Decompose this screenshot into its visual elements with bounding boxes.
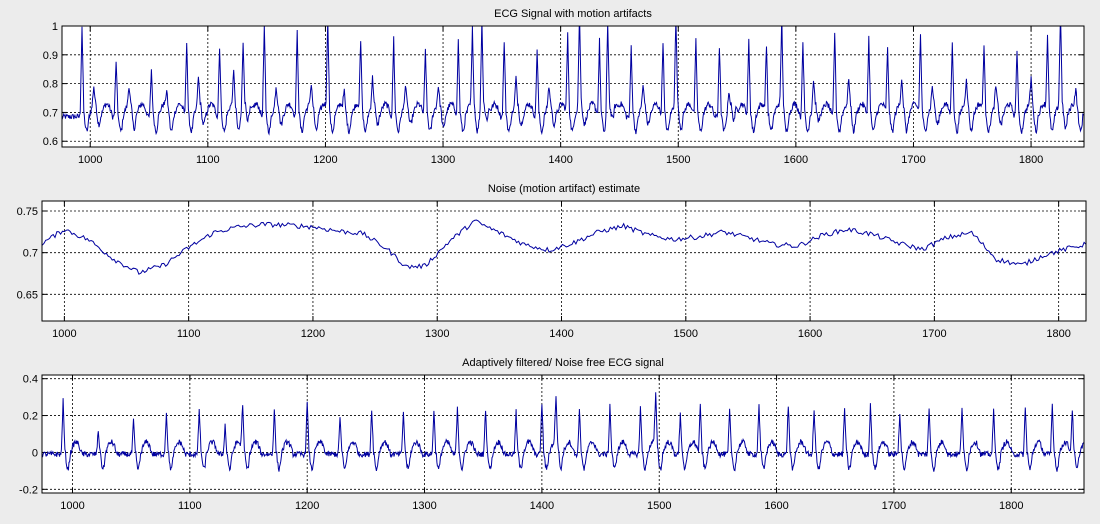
x-tick-label: 1100 <box>178 500 202 512</box>
x-tick-label: 1100 <box>196 154 220 166</box>
x-tick-label: 1800 <box>1046 328 1070 340</box>
y-tick-label: 0.4 <box>23 374 38 386</box>
y-tick-label: 0.2 <box>23 411 38 423</box>
x-tick-label: 1700 <box>882 500 906 512</box>
panel-ecg-raw: ECG Signal with motion artifacts 1000 110… <box>43 8 1085 166</box>
y-tick-label: 0.65 <box>17 289 38 301</box>
axes-frame <box>41 200 1087 322</box>
series-line <box>42 392 1084 472</box>
y-tick-label: 0.7 <box>43 107 58 119</box>
y-tick-label: -0.2 <box>19 484 38 496</box>
x-tick-label: 1200 <box>295 500 319 512</box>
y-tick-label: 0.7 <box>23 248 38 260</box>
x-tick-label: 1000 <box>52 328 76 340</box>
x-tick-label: 1000 <box>78 154 102 166</box>
panel-title: Noise (motion artifact) estimate <box>488 183 640 195</box>
x-tick-label: 1800 <box>999 500 1023 512</box>
x-tick-label: 1500 <box>666 154 690 166</box>
series-line <box>62 26 1084 136</box>
y-tick-label: 0.8 <box>43 79 58 91</box>
series-line <box>42 219 1086 275</box>
panel-filtered-ecg: Adaptively filtered/ Noise free ECG sign… <box>19 357 1085 512</box>
panel-noise-estimate: Noise (motion artifact) estimate 1000 110… <box>17 183 1087 340</box>
x-tick-label: 1200 <box>313 154 337 166</box>
y-tick-label: 0.9 <box>43 50 58 62</box>
x-tick-label: 1600 <box>764 500 788 512</box>
plot-area <box>41 374 1085 494</box>
x-tick-label: 1400 <box>530 500 554 512</box>
y-tick-label: 0 <box>32 447 38 459</box>
x-tick-label: 1100 <box>177 328 201 340</box>
x-tick-label: 1500 <box>674 328 698 340</box>
x-tick-label: 1300 <box>412 500 436 512</box>
x-tick-label: 1300 <box>425 328 449 340</box>
plot-area <box>41 200 1087 322</box>
x-tick-label: 1600 <box>784 154 808 166</box>
x-tick-label: 1700 <box>922 328 946 340</box>
y-tick-label: 1 <box>52 21 58 33</box>
x-tick-label: 1300 <box>431 154 455 166</box>
x-tick-label: 1600 <box>798 328 822 340</box>
y-tick-label: 0.6 <box>43 136 58 148</box>
y-tick-label: 0.75 <box>17 206 38 218</box>
panel-title: ECG Signal with motion artifacts <box>494 8 652 20</box>
x-tick-label: 1200 <box>301 328 325 340</box>
x-tick-label: 1000 <box>60 500 84 512</box>
panel-title: Adaptively filtered/ Noise free ECG sign… <box>462 357 664 369</box>
x-tick-label: 1400 <box>549 328 573 340</box>
axes-frame <box>61 25 1085 148</box>
x-tick-label: 1500 <box>647 500 671 512</box>
x-tick-label: 1400 <box>548 154 572 166</box>
x-tick-label: 1700 <box>901 154 925 166</box>
axes-frame <box>41 374 1085 494</box>
x-tick-label: 1800 <box>1019 154 1043 166</box>
